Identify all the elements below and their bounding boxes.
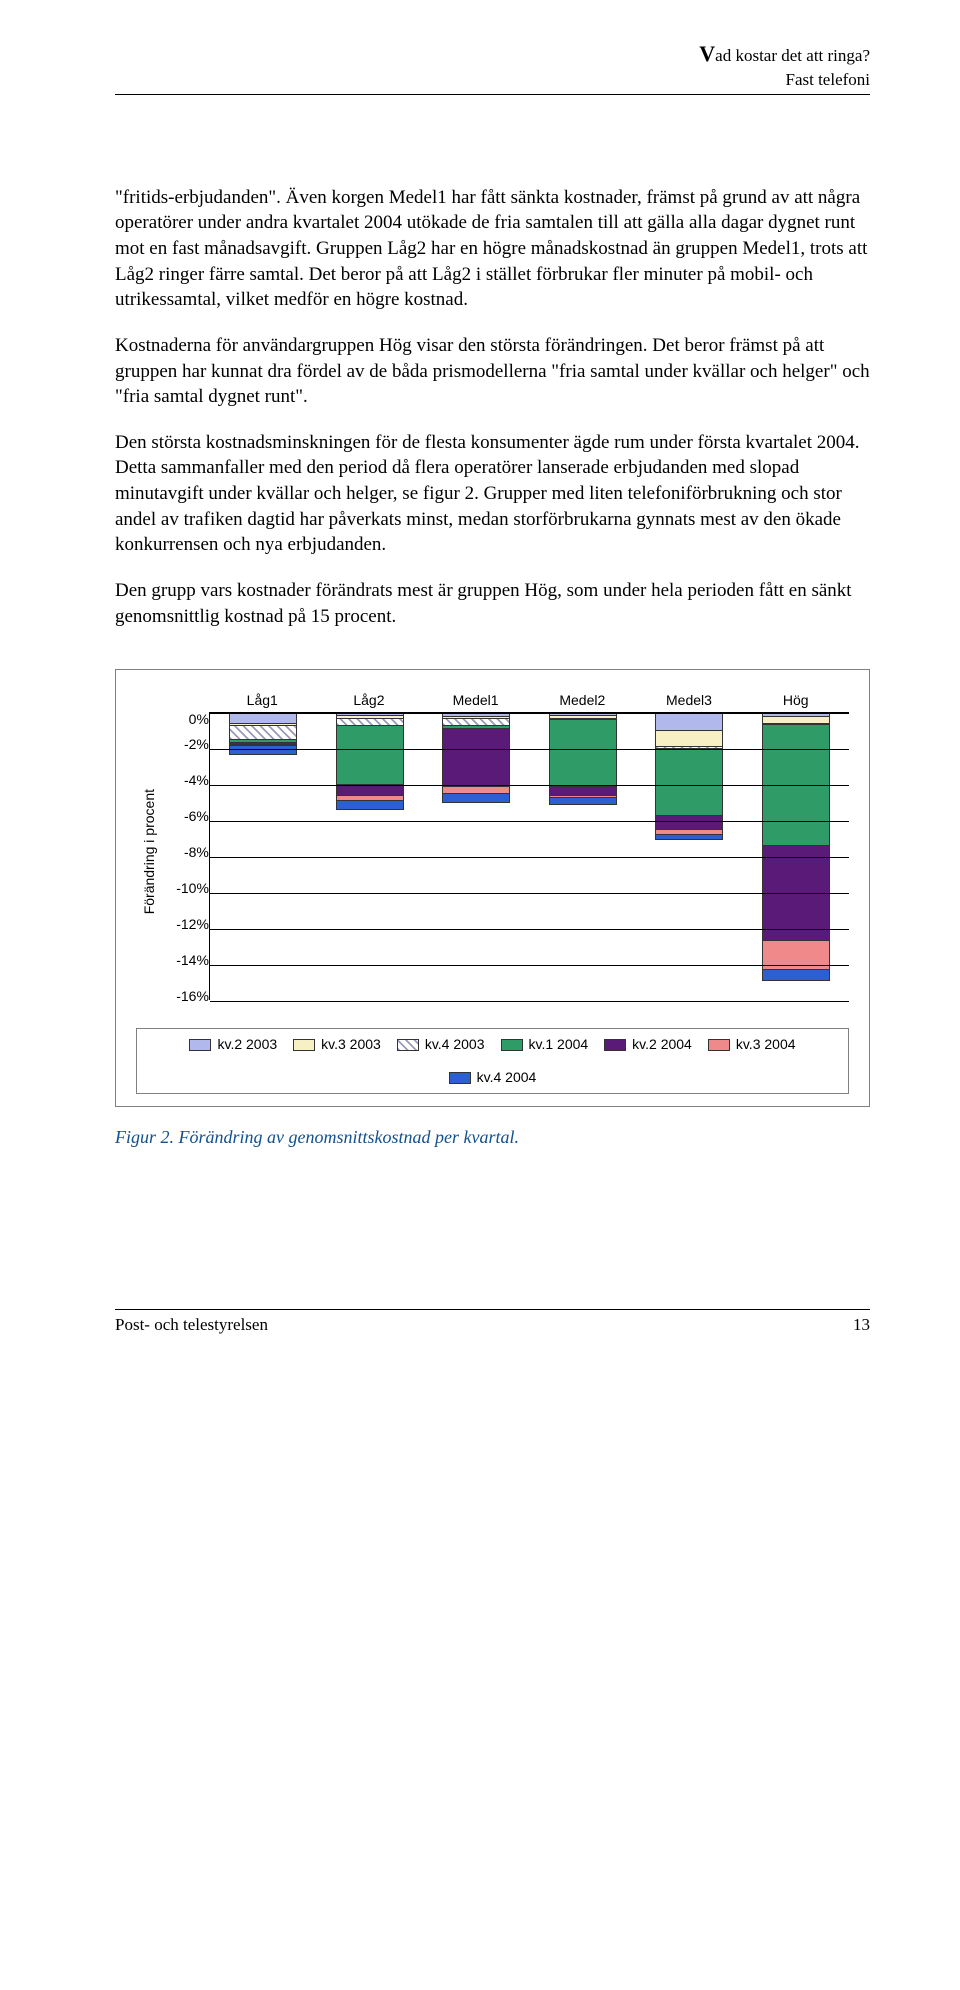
bar-segment: [442, 719, 510, 726]
footer-left: Post- och telestyrelsen: [115, 1314, 268, 1337]
body-paragraph: Den största kostnadsminskningen för de f…: [115, 430, 870, 558]
category-label: Medel2: [529, 691, 636, 710]
category-label: Hög: [742, 691, 849, 710]
legend-label: kv.3 2004: [736, 1035, 796, 1054]
page-footer: Post- och telestyrelsen 13: [115, 1309, 870, 1337]
category-label: Låg1: [209, 691, 316, 710]
bar-segment: [229, 726, 297, 740]
header-line1-rest: ad kostar det att ringa?: [715, 46, 870, 65]
chart-area: Förändring i procent 0%-2%-4%-6%-8%-10%-…: [136, 688, 849, 1014]
bar-segment: [229, 713, 297, 724]
bar-segment: [655, 835, 723, 840]
y-tick-label: -14%: [163, 942, 209, 978]
stacked-bar: [549, 713, 617, 805]
bar-segment: [549, 720, 617, 787]
legend-item: kv.3 2004: [708, 1035, 796, 1054]
page-header: Vad kostar det att ringa? Fast telefoni: [115, 40, 870, 95]
legend-label: kv.4 2004: [477, 1068, 537, 1087]
header-dropcap: V: [699, 41, 715, 66]
y-tick-label: 0%: [163, 712, 209, 726]
bar-segment: [655, 749, 723, 816]
bar-segment: [336, 801, 404, 810]
y-tick-label: -12%: [163, 906, 209, 942]
y-tick-label: -6%: [163, 798, 209, 834]
bar-segment: [442, 794, 510, 803]
body-paragraph: Kostnaderna för användargruppen Hög visa…: [115, 333, 870, 410]
legend-item: kv.4 2004: [449, 1068, 537, 1087]
category-label: Låg2: [316, 691, 423, 710]
legend-item: kv.1 2004: [501, 1035, 589, 1054]
legend-swatch: [449, 1072, 471, 1084]
plot-wrap: Låg1Låg2Medel1Medel2Medel3Hög: [209, 688, 849, 1014]
gridline: [210, 965, 849, 966]
bar-segment: [549, 787, 617, 796]
bar-segment: [655, 713, 723, 731]
category-label: Medel3: [636, 691, 743, 710]
y-tick-label: -4%: [163, 762, 209, 798]
legend-label: kv.2 2003: [217, 1035, 277, 1054]
y-axis-ticks: 0%-2%-4%-6%-8%-10%-12%-14%-16%: [163, 688, 209, 1014]
bar-segment: [336, 785, 404, 796]
legend-label: kv.2 2004: [632, 1035, 692, 1054]
legend-item: kv.4 2003: [397, 1035, 485, 1054]
legend-label: kv.4 2003: [425, 1035, 485, 1054]
gridline: [210, 713, 849, 714]
figure-caption: Figur 2. Förändring av genomsnittskostna…: [115, 1125, 870, 1149]
y-tick-label: -8%: [163, 834, 209, 870]
gridline: [210, 749, 849, 750]
legend-swatch: [501, 1039, 523, 1051]
legend-swatch: [604, 1039, 626, 1051]
legend-label: kv.3 2003: [321, 1035, 381, 1054]
category-label: Medel1: [422, 691, 529, 710]
gridline: [210, 785, 849, 786]
y-tick-label: -16%: [163, 978, 209, 1014]
bar-segment: [762, 717, 830, 724]
chart-legend: kv.2 2003 kv.3 2003 kv.4 2003 kv.1 2004 kv.2…: [136, 1028, 849, 1094]
bar-segment: [655, 816, 723, 830]
y-tick-label: -2%: [163, 726, 209, 762]
bar-segment: [549, 798, 617, 805]
category-labels: Låg1Låg2Medel1Medel2Medel3Hög: [209, 688, 849, 712]
legend-swatch: [397, 1039, 419, 1051]
stacked-bar: [336, 713, 404, 810]
gridline: [210, 893, 849, 894]
bar-segment: [762, 970, 830, 981]
bar-segment: [655, 731, 723, 747]
stacked-bar: [442, 713, 510, 803]
bar-segment: [442, 729, 510, 787]
gridline: [210, 1001, 849, 1002]
chart-container: Förändring i procent 0%-2%-4%-6%-8%-10%-…: [115, 669, 870, 1107]
gridline: [210, 857, 849, 858]
gridline: [210, 821, 849, 822]
plot-area: [209, 712, 849, 1000]
stacked-bar: [762, 713, 830, 980]
legend-item: kv.2 2003: [189, 1035, 277, 1054]
bar-segment: [336, 719, 404, 726]
y-axis-title: Förändring i procent: [136, 789, 163, 914]
legend-swatch: [293, 1039, 315, 1051]
footer-page-number: 13: [853, 1314, 870, 1337]
legend-label: kv.1 2004: [529, 1035, 589, 1054]
legend-item: kv.3 2003: [293, 1035, 381, 1054]
body-paragraph: "fritids-erbjudanden". Även korgen Medel…: [115, 185, 870, 313]
bar-segment: [336, 726, 404, 785]
header-line1: Vad kostar det att ringa?: [115, 40, 870, 69]
legend-swatch: [189, 1039, 211, 1051]
legend-item: kv.2 2004: [604, 1035, 692, 1054]
gridline: [210, 929, 849, 930]
legend-swatch: [708, 1039, 730, 1051]
header-line2: Fast telefoni: [115, 69, 870, 91]
y-tick-label: -10%: [163, 870, 209, 906]
body-paragraph: Den grupp vars kostnader förändrats mest…: [115, 578, 870, 629]
bar-segment: [442, 787, 510, 794]
